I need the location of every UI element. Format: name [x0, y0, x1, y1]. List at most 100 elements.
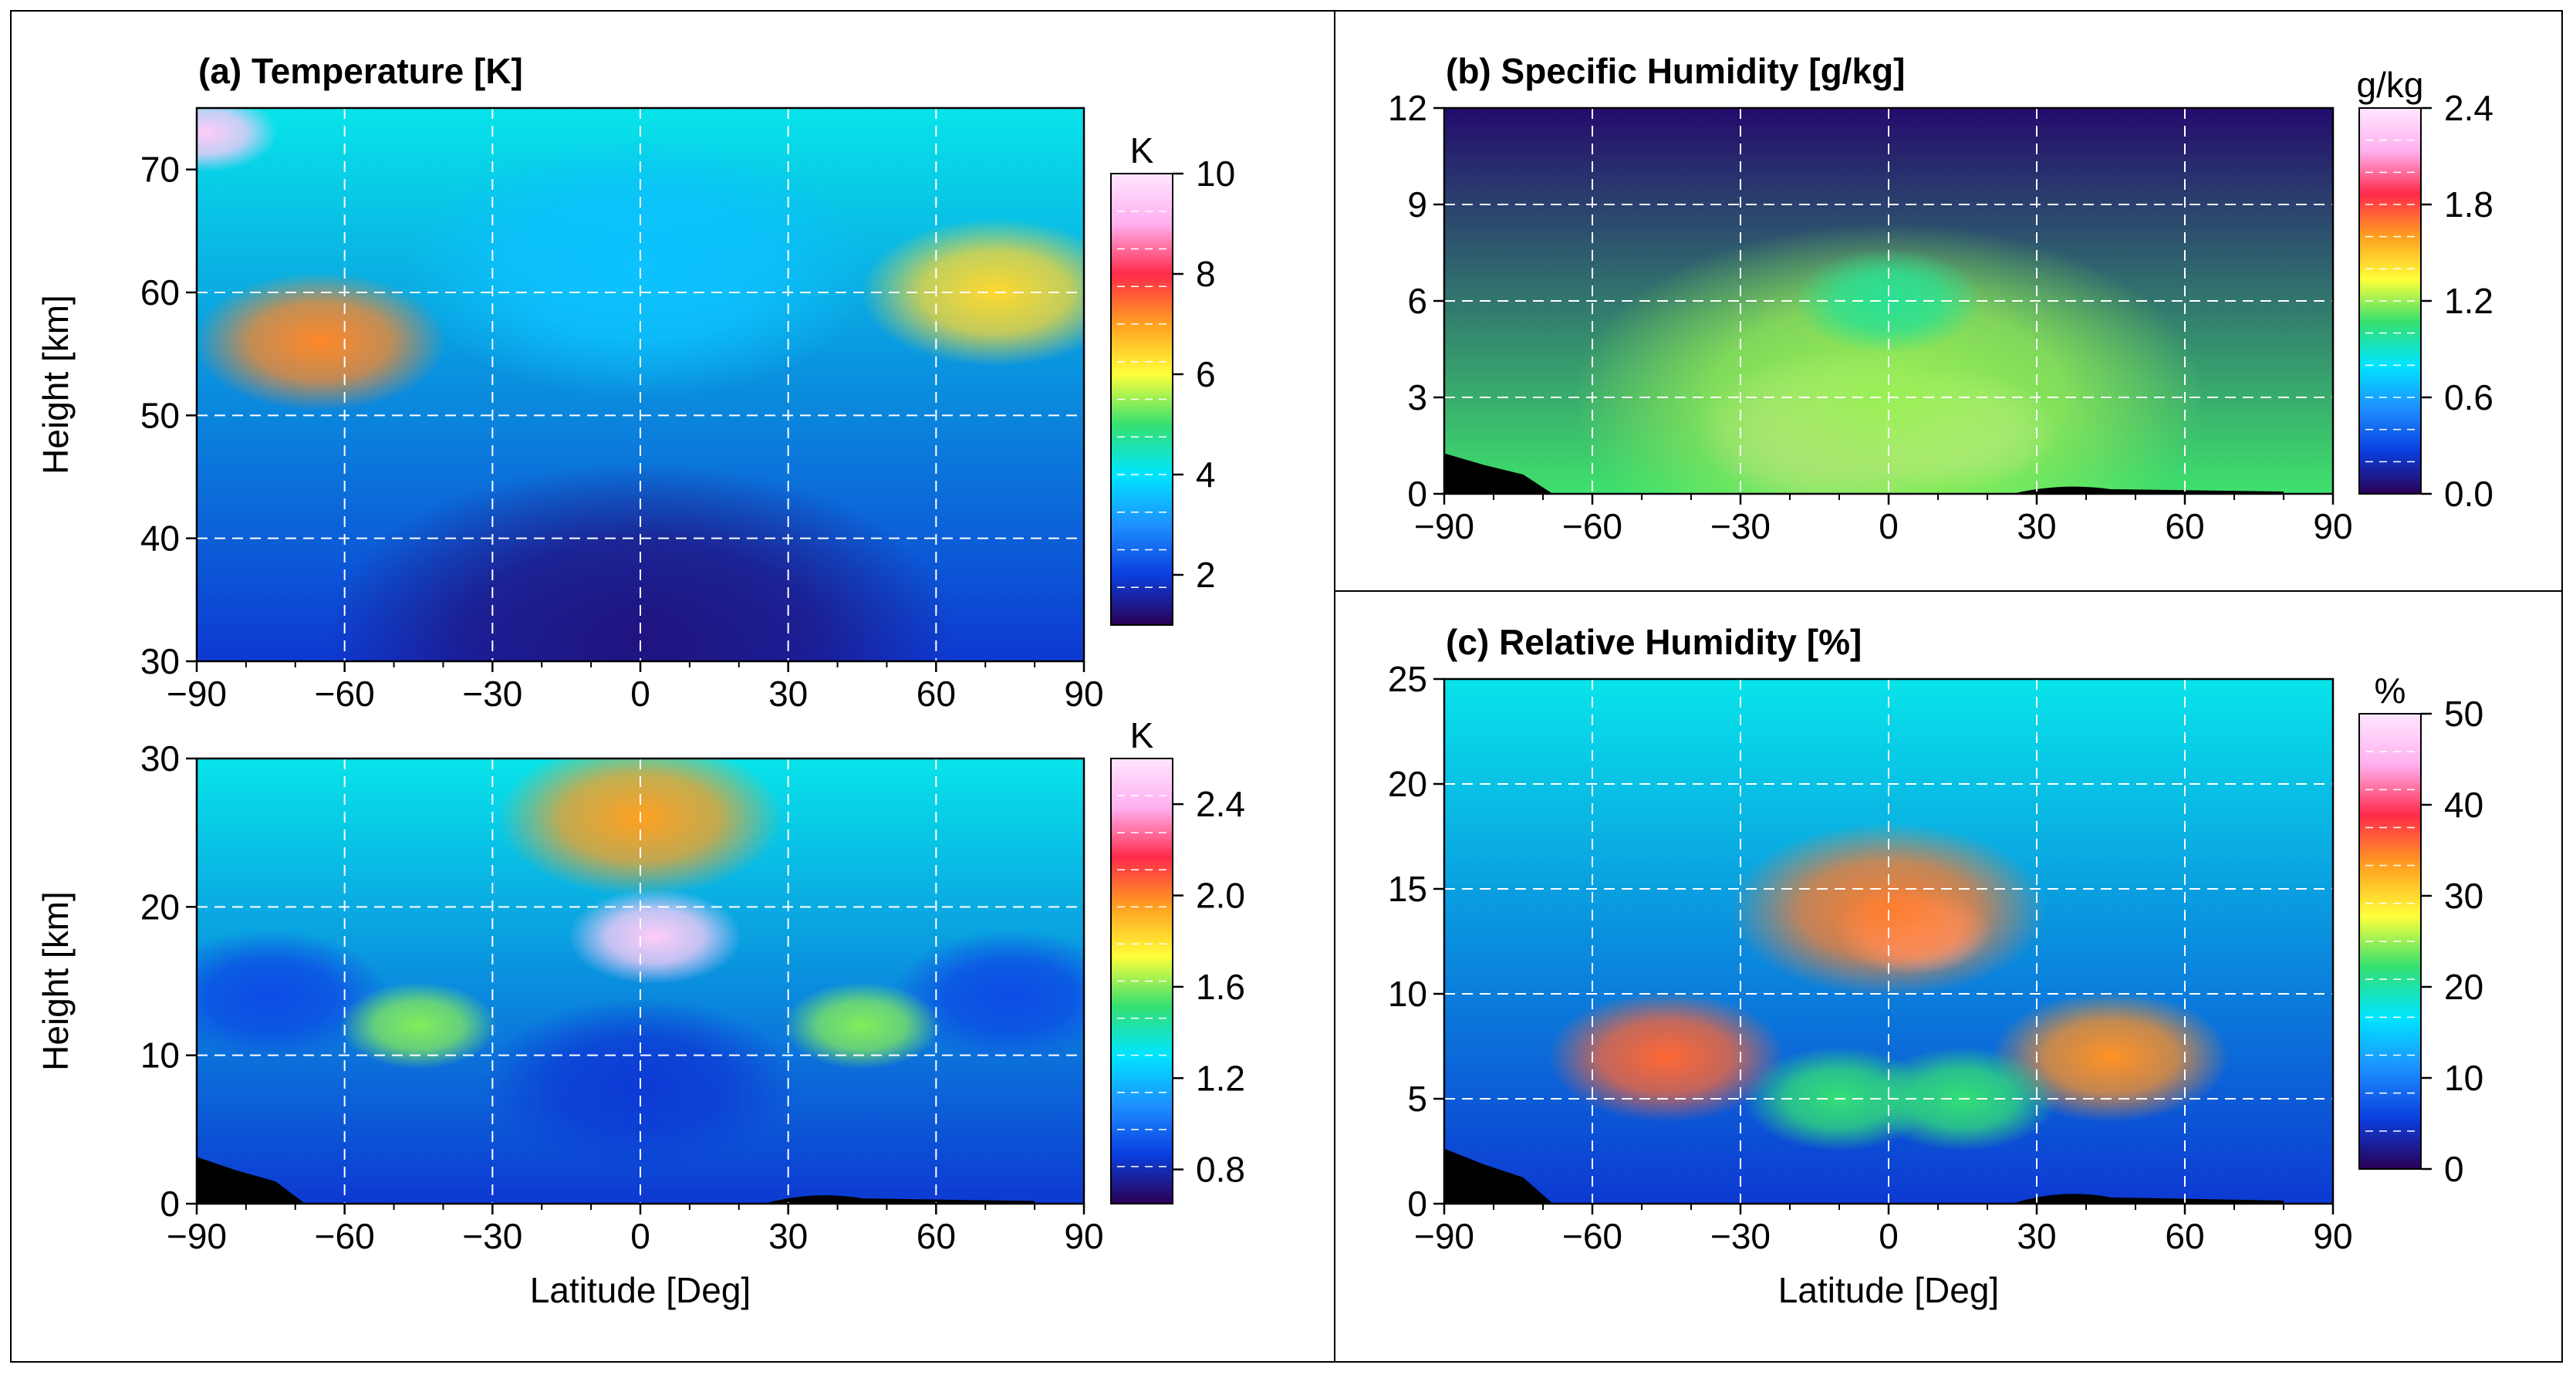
colorbar-tick-label: 50	[2444, 694, 2483, 734]
terrain-antarctica	[197, 1157, 306, 1204]
x-tick-label: −60	[1562, 506, 1622, 546]
y-axis-label: Height [km]	[35, 891, 76, 1071]
y-tick-label: 15	[1388, 869, 1427, 909]
terrain-antarctica	[1444, 453, 1553, 494]
figure-border	[10, 10, 2563, 1363]
heatmap-field	[1444, 679, 2333, 1204]
y-tick-label: 70	[140, 150, 180, 190]
x-tick-label: 90	[1064, 674, 1103, 714]
colorbar-label: %	[2375, 671, 2406, 711]
x-tick-label: 60	[2165, 506, 2204, 546]
field-feature	[783, 981, 941, 1069]
x-axis-label: Latitude [Deg]	[1778, 1270, 1999, 1310]
y-tick-label: 3	[1407, 377, 1427, 417]
panel-title: (c) Relative Humidity [%]	[1446, 622, 1862, 662]
colorbar: 2 4 6 8 10 K	[1110, 130, 1235, 626]
colorbar: 0.8 1.2 1.6 2.0 2.4 K	[1110, 715, 1245, 1204]
x-tick-label: 0	[630, 1216, 650, 1256]
x-tick-label: 0	[630, 674, 650, 714]
colorbar-tick-label: 6	[1196, 354, 1216, 394]
x-tick-label: −90	[167, 1216, 227, 1256]
panel-temp_upper: −90 −60 −30 0 30 60 90 30 40 50 60 70 (a) Temperatur…	[35, 51, 1235, 714]
field-feature	[339, 981, 498, 1069]
field-feature	[861, 218, 1084, 367]
colorbar: 0.0 0.6 1.2 1.8 2.4 g/kg	[2357, 65, 2493, 514]
y-tick-label: 20	[140, 887, 180, 927]
terrain-tibet	[2012, 1194, 2284, 1204]
x-tick-label: 30	[2017, 1216, 2056, 1256]
x-tick-label: −30	[462, 1216, 522, 1256]
colorbar-label: g/kg	[2357, 65, 2424, 105]
y-tick-label: 30	[140, 641, 180, 681]
colorbar-tick-label: 1.2	[2444, 281, 2493, 321]
x-tick-label: 30	[768, 1216, 808, 1256]
y-tick-label: 0	[1407, 474, 1427, 514]
x-axis-label: Latitude [Deg]	[530, 1270, 751, 1310]
x-tick-label: 90	[2313, 506, 2352, 546]
colorbar-tick-label: 2.4	[2444, 88, 2493, 128]
x-tick-label: 30	[768, 674, 808, 714]
field-feature	[498, 758, 782, 897]
y-tick-label: 0	[160, 1184, 180, 1224]
panel-title: (b) Specific Humidity [g/kg]	[1446, 51, 1905, 91]
colorbar-tick-label: 1.8	[2444, 184, 2493, 225]
grid	[1444, 679, 2333, 1204]
x-tick-label: −30	[1710, 506, 1771, 546]
colorbar-tick-label: 1.6	[1196, 967, 1245, 1007]
x-tick-label: 60	[917, 674, 956, 714]
x-tick-label: 0	[1879, 506, 1899, 546]
x-tick-label: −30	[1710, 1216, 1771, 1256]
x-tick-label: −30	[462, 674, 522, 714]
colorbar-tick-label: 10	[1196, 154, 1235, 194]
x-tick-label: −90	[1414, 506, 1474, 546]
panel-relative_humidity: −90 −60 −30 0 30 60 90 0 5 10 15 20 25 (c) Relative H…	[1388, 622, 2483, 1310]
colorbar-tick-label: 2.4	[1196, 784, 1245, 824]
y-tick-label: 5	[1407, 1079, 1427, 1119]
field-feature	[1548, 992, 1785, 1123]
colorbar-tick-label: 0.8	[1196, 1150, 1245, 1190]
x-tick-label: −90	[167, 674, 227, 714]
y-tick-label: 0	[1407, 1184, 1427, 1224]
colorbar-tick-label: 2	[1196, 555, 1216, 595]
y-tick-label: 9	[1407, 184, 1427, 225]
x-tick-label: 90	[2313, 1216, 2352, 1256]
grid	[197, 108, 1084, 661]
x-tick-label: 60	[2165, 1216, 2204, 1256]
grid	[197, 758, 1084, 1204]
x-tick-label: −60	[315, 674, 375, 714]
terrain-antarctica	[1444, 1148, 1553, 1204]
x-tick-label: 0	[1879, 1216, 1899, 1256]
colorbar-tick-label: 4	[1196, 454, 1216, 495]
colorbar-tick-label: 2.0	[1196, 876, 1245, 916]
y-tick-label: 40	[140, 519, 180, 559]
y-tick-label: 12	[1388, 88, 1427, 128]
colorbar-tick-label: 30	[2444, 876, 2483, 916]
grid	[1444, 108, 2333, 494]
y-tick-label: 10	[1388, 974, 1427, 1014]
terrain-tibet	[763, 1195, 1035, 1204]
colorbar-tick-label: 10	[2444, 1058, 2483, 1098]
y-tick-label: 6	[1407, 281, 1427, 321]
field-feature	[197, 272, 447, 411]
y-tick-label: 25	[1388, 659, 1427, 699]
y-tick-label: 10	[140, 1035, 180, 1076]
y-axis-label: Height [km]	[35, 295, 76, 475]
x-tick-label: 60	[917, 1216, 956, 1256]
panel-temp_lower: −90 −60 −30 0 30 60 90 0 10 20 30 Height [km] Latitu…	[35, 715, 1245, 1310]
x-tick-label: −60	[1562, 1216, 1622, 1256]
x-tick-label: 90	[1064, 1216, 1103, 1256]
colorbar-tick-label: 0.0	[2444, 474, 2493, 514]
x-tick-label: −60	[315, 1216, 375, 1256]
panel-title: (a) Temperature [K]	[198, 51, 523, 91]
colorbar-tick-label: 0.6	[2444, 377, 2493, 417]
y-tick-label: 60	[140, 272, 180, 312]
y-tick-label: 30	[140, 738, 180, 779]
colorbar-tick-label: 0	[2444, 1149, 2464, 1189]
y-tick-label: 20	[1388, 764, 1427, 804]
panel-specific_humidity: −90 −60 −30 0 30 60 90 0 3 6 9 12 (b) Specific Humid…	[1388, 51, 2493, 546]
field-feature	[568, 888, 742, 985]
colorbar-tick-label: 8	[1196, 254, 1216, 294]
colorbar-label: K	[1130, 130, 1154, 171]
colorbar-label: K	[1130, 715, 1154, 755]
